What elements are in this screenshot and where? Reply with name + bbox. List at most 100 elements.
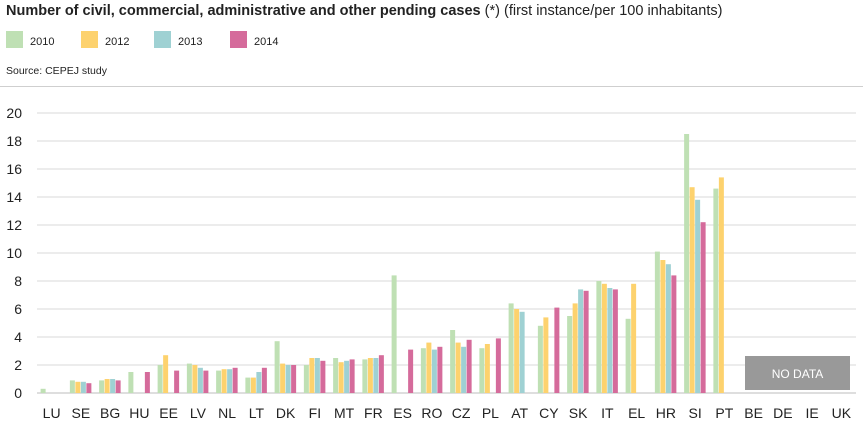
x-tick-label-SK: SK: [569, 405, 588, 421]
x-tick-label-BE: BE: [744, 405, 763, 421]
x-tick-label-PL: PL: [482, 405, 499, 421]
x-tick-label-CY: CY: [539, 405, 559, 421]
bar-CZ-2014: [466, 339, 472, 393]
bar-SI-2014: [700, 222, 706, 393]
bar-AT-2013: [519, 311, 525, 393]
bar-SE-2012: [75, 381, 81, 393]
chart-title-marker: (*): [484, 3, 500, 19]
bar-DK-2014: [291, 365, 297, 393]
bar-SE-2013: [80, 381, 86, 393]
bar-LT-2010: [245, 377, 251, 393]
bar-ES-2010: [391, 275, 397, 393]
legend-label-2013: 2013: [178, 36, 203, 48]
bar-EL-2012: [631, 283, 637, 393]
bar-AT-2012: [514, 309, 520, 393]
bar-PT-2012: [718, 177, 724, 393]
bar-SK-2010: [567, 316, 573, 393]
bar-IT-2012: [601, 283, 607, 393]
bar-MT-2013: [344, 360, 350, 393]
bar-SK-2013: [578, 289, 584, 393]
bar-LT-2013: [256, 372, 262, 393]
bar-IT-2010: [596, 281, 602, 393]
bar-FI-2013: [314, 358, 320, 393]
x-tick-label-LV: LV: [190, 405, 207, 421]
bar-SE-2014: [86, 383, 92, 393]
legend-label-2010: 2010: [30, 36, 55, 48]
bar-MT-2014: [349, 359, 355, 393]
x-tick-label-IE: IE: [806, 405, 819, 421]
x-tick-label-EL: EL: [628, 405, 645, 421]
bar-MT-2012: [338, 362, 344, 393]
bar-LT-2014: [261, 367, 267, 393]
bar-SI-2013: [695, 199, 701, 393]
bar-EE-2010: [157, 365, 163, 393]
bar-PL-2014: [495, 338, 501, 393]
chart-title-subtitle: (first instance/per 100 inhabitants): [504, 3, 723, 19]
y-tick-label-8: 8: [14, 273, 22, 289]
bar-FI-2012: [309, 358, 315, 393]
bar-LU-2010: [40, 388, 46, 393]
bar-NL-2010: [216, 370, 222, 393]
bar-LV-2013: [197, 367, 203, 393]
x-tick-label-FR: FR: [364, 405, 383, 421]
bar-SI-2012: [689, 187, 695, 393]
bar-FR-2013: [373, 358, 379, 393]
bar-EE-2014: [174, 370, 180, 393]
bar-HU-2010: [128, 372, 134, 393]
bar-LV-2014: [203, 370, 209, 393]
bar-LV-2012: [192, 365, 198, 393]
bar-SE-2010: [69, 380, 75, 393]
y-tick-label-4: 4: [14, 329, 22, 345]
legend-swatch-2012: [81, 31, 98, 48]
bar-HR-2014: [671, 275, 677, 393]
bar-RO-2014: [437, 346, 443, 393]
bar-EL-2010: [625, 318, 631, 393]
bar-IT-2013: [607, 288, 613, 393]
bar-ES-2014: [408, 349, 414, 393]
x-tick-label-MT: MT: [334, 405, 355, 421]
bar-NL-2012: [221, 369, 227, 393]
y-tick-label-12: 12: [6, 217, 22, 233]
bar-HR-2010: [654, 251, 660, 393]
x-tick-label-RO: RO: [421, 405, 442, 421]
bar-DK-2013: [285, 365, 291, 393]
x-tick-label-LT: LT: [249, 405, 265, 421]
legend-swatch-2010: [6, 31, 23, 48]
bar-DK-2010: [274, 341, 280, 393]
bar-RO-2012: [426, 342, 432, 393]
bar-LT-2012: [250, 377, 256, 393]
x-tick-label-SE: SE: [72, 405, 91, 421]
legend-label-2014: 2014: [254, 36, 279, 48]
x-tick-label-CZ: CZ: [452, 405, 471, 421]
bar-PT-2010: [713, 188, 719, 393]
y-tick-label-0: 0: [14, 385, 22, 401]
bar-MT-2010: [333, 358, 339, 393]
x-tick-label-IT: IT: [601, 405, 614, 421]
bar-PL-2010: [479, 348, 485, 393]
y-tick-label-18: 18: [6, 133, 22, 149]
bar-PL-2012: [484, 344, 490, 393]
x-tick-label-UK: UK: [832, 405, 852, 421]
bar-RO-2013: [431, 349, 437, 393]
y-tick-label-2: 2: [14, 357, 22, 373]
x-tick-label-AT: AT: [511, 405, 528, 421]
x-tick-label-BG: BG: [100, 405, 120, 421]
bar-CZ-2010: [450, 330, 456, 393]
bar-FI-2014: [320, 360, 326, 393]
chart-title: Number of civil, commercial, administrat…: [6, 3, 722, 19]
bar-LV-2010: [186, 363, 192, 393]
bar-FI-2010: [303, 365, 309, 393]
bar-SI-2010: [684, 134, 690, 393]
x-tick-label-NL: NL: [218, 405, 236, 421]
y-tick-label-14: 14: [6, 189, 22, 205]
bar-IT-2014: [612, 289, 618, 393]
bar-FR-2012: [367, 358, 373, 393]
bar-DK-2012: [280, 363, 286, 393]
legend-swatch-2014: [230, 31, 247, 48]
bar-SK-2012: [572, 303, 578, 393]
y-tick-label-16: 16: [6, 161, 22, 177]
x-tick-label-LU: LU: [43, 405, 61, 421]
bar-AT-2010: [508, 303, 514, 393]
x-tick-label-EE: EE: [159, 405, 178, 421]
